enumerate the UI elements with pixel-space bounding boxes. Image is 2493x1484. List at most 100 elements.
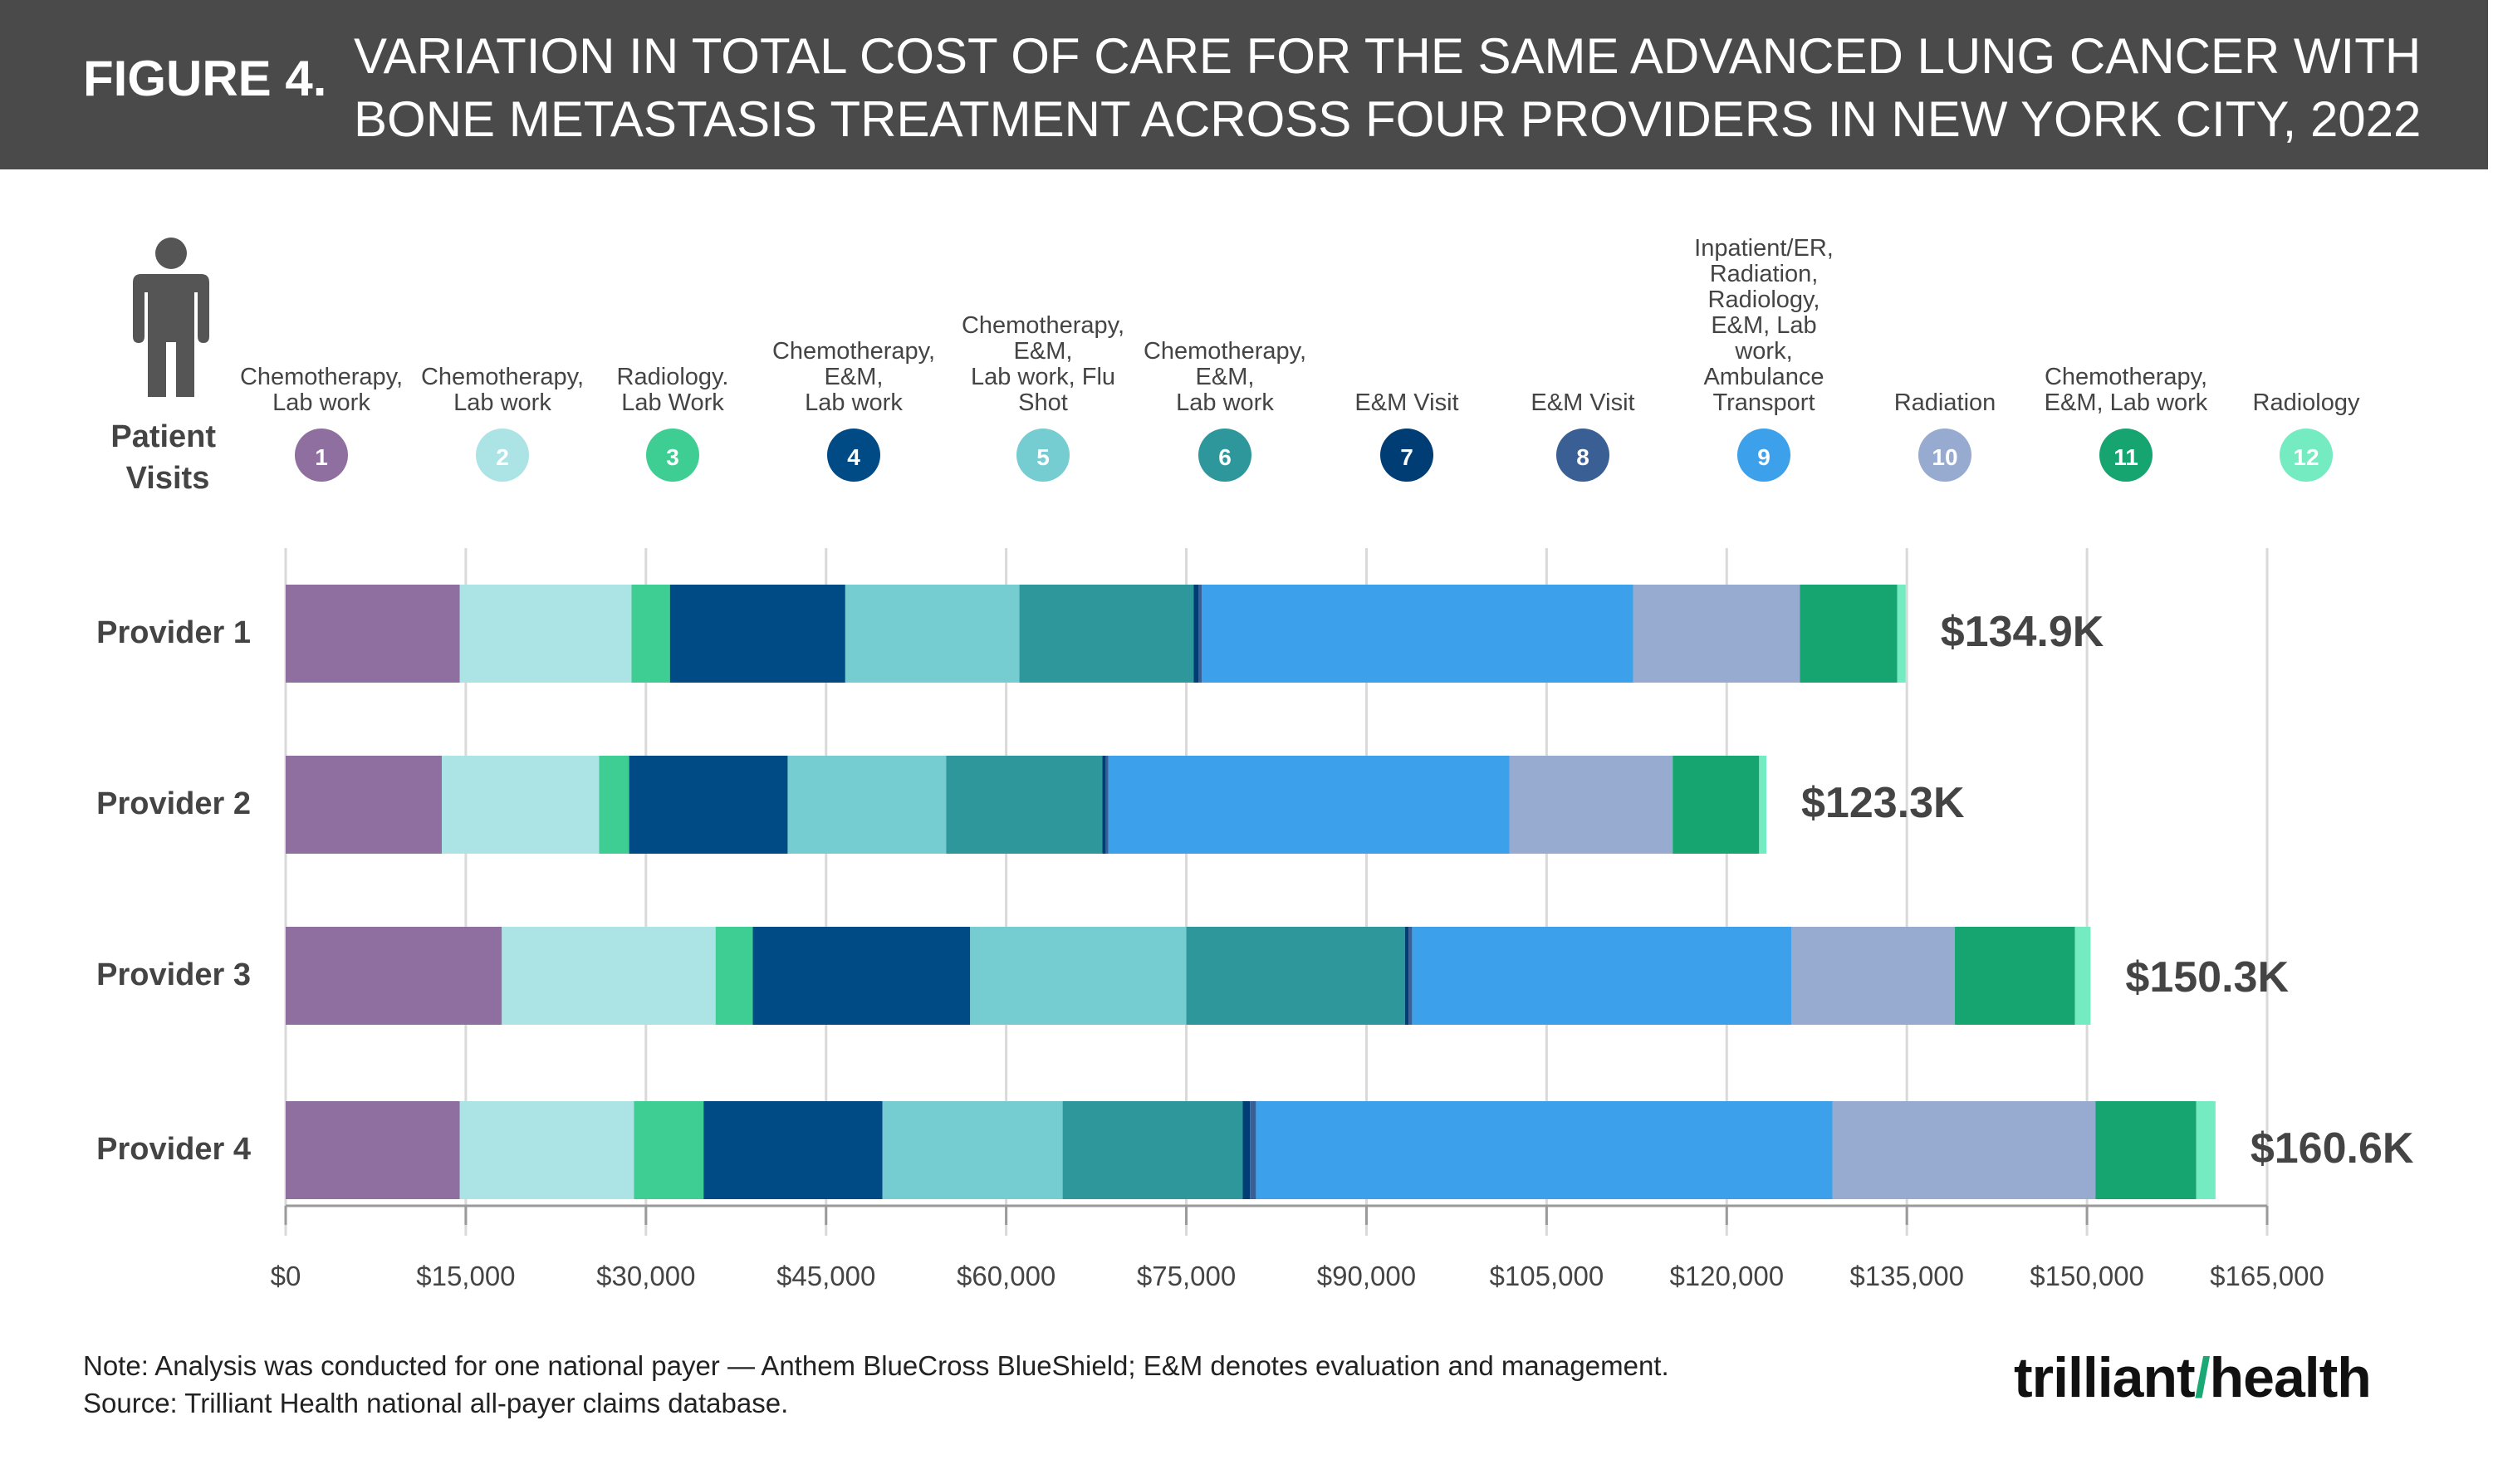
- figure-title: VARIATION IN TOTAL COST OF CARE FOR THE …: [354, 28, 2422, 147]
- visit-marker: [1737, 429, 1790, 482]
- visit-label: E&M Visit: [1354, 389, 1458, 416]
- x-tick-label: $60,000: [957, 1261, 1055, 1291]
- bar-segment: [715, 927, 753, 1025]
- visit-marker: [646, 429, 699, 482]
- bar-segment: [1108, 756, 1510, 854]
- bar-segment: [1955, 927, 2075, 1025]
- chart: Patient Visits $0 $15,000 $30,000 $45,000 $6…: [96, 235, 2414, 1291]
- bar-segment: [1105, 756, 1109, 854]
- visit-label: Chemotherapy, E&M, Lab work: [2045, 364, 2208, 416]
- visit-label: Chemotherapy, Lab work: [240, 364, 403, 416]
- brand-logo: trilliant/health: [2014, 1345, 2372, 1410]
- logo-part2: health: [2209, 1346, 2372, 1409]
- bar-segment: [703, 1101, 883, 1199]
- note-line: Note: Analysis was conducted for one nat…: [83, 1350, 1669, 1381]
- x-tick-label: $15,000: [416, 1261, 515, 1291]
- bar-segment: [1062, 1101, 1243, 1199]
- visit-marker: [827, 429, 880, 482]
- bar-segment: [459, 1101, 634, 1199]
- bar-segment: [1193, 585, 1199, 683]
- visit-label: Radiology: [2253, 389, 2360, 416]
- bar-segment: [631, 585, 670, 683]
- bar-segment: [787, 756, 947, 854]
- visit-marker: [1556, 429, 1609, 482]
- x-tick-label: $75,000: [1137, 1261, 1236, 1291]
- figure-header: FIGURE 4. VARIATION IN TOTAL COST OF CAR…: [0, 0, 2488, 169]
- visit-marker: [2099, 429, 2153, 482]
- visit-label: E&M Visit: [1531, 389, 1634, 416]
- visit-label: Chemotherapy, Lab work: [421, 364, 584, 416]
- labels: Provider 1 $134.9K Provider 2 $123.3K Provid…: [96, 608, 2414, 1173]
- bar-segment: [882, 1101, 1063, 1199]
- bar-segment: [1897, 585, 1906, 683]
- visit-number: 6: [1218, 444, 1232, 470]
- bar-segment: [845, 585, 1020, 683]
- visit-marker: [1016, 429, 1070, 482]
- bar-segment: [1800, 585, 1898, 683]
- bars: [286, 585, 2216, 1199]
- x-tick-label: $30,000: [596, 1261, 695, 1291]
- visit-marker: [295, 429, 348, 482]
- total-label: $160.6K: [2251, 1124, 2414, 1173]
- bar-segment: [441, 756, 600, 854]
- bar-segment: [970, 927, 1187, 1025]
- patient-visits-label: Patient Visits: [110, 419, 224, 496]
- bar-segment: [1186, 927, 1405, 1025]
- x-tick-label: $90,000: [1317, 1261, 1416, 1291]
- bar-segment: [1404, 927, 1409, 1025]
- bar-segment: [2095, 1101, 2197, 1199]
- x-tick-label: $165,000: [2210, 1261, 2324, 1291]
- logo-part1: trilliant: [2014, 1346, 2196, 1409]
- x-tick-label: $45,000: [776, 1261, 875, 1291]
- bar-segment: [2074, 927, 2091, 1025]
- visit-number: 8: [1576, 444, 1589, 470]
- bar-segment: [502, 927, 716, 1025]
- bar-segment: [286, 1101, 460, 1199]
- visit-number: 2: [496, 444, 509, 470]
- bar-segment: [1633, 585, 1800, 683]
- visit-marker: [476, 429, 529, 482]
- visit-label: Radiology. Lab Work: [617, 364, 729, 416]
- x-tick-label: $105,000: [1490, 1261, 1604, 1291]
- bar-segment: [1256, 1101, 1833, 1199]
- visit-marker: [1918, 429, 1971, 482]
- bar-segment: [1198, 585, 1202, 683]
- provider-label: Provider 2: [96, 786, 251, 821]
- bar-segment: [599, 756, 629, 854]
- visit-label: Chemotherapy, E&M, Lab work, Flu Shot: [962, 312, 1124, 416]
- bar-segment: [629, 756, 788, 854]
- bar-segment: [286, 756, 442, 854]
- bar-segment: [1242, 1101, 1251, 1199]
- bar-segment: [1832, 1101, 2096, 1199]
- bar-segment: [1202, 585, 1633, 683]
- x-tick-label: $135,000: [1849, 1261, 1964, 1291]
- provider-label: Provider 4: [96, 1132, 251, 1167]
- visit-number: 7: [1400, 444, 1413, 470]
- visit-label: Inpatient/ER, Radiation, Radiology, E&M, La…: [1694, 235, 1834, 416]
- visit-marker: [2280, 429, 2333, 482]
- source-line: Source: Trilliant Health national all-pa…: [83, 1388, 789, 1418]
- bar-segment: [752, 927, 971, 1025]
- bar-segment: [1759, 756, 1766, 854]
- bar-segment: [286, 585, 460, 683]
- provider-label: Provider 3: [96, 957, 251, 992]
- visit-marker: [1380, 429, 1433, 482]
- bar-segment: [1673, 756, 1760, 854]
- bar-segment: [2196, 1101, 2216, 1199]
- total-label: $150.3K: [2125, 953, 2289, 1002]
- x-tick-label: $150,000: [2030, 1261, 2144, 1291]
- bar-segment: [459, 585, 632, 683]
- bar-segment: [1408, 927, 1413, 1025]
- x-tick-label: $0: [271, 1261, 301, 1291]
- visit-number: 11: [2113, 444, 2138, 470]
- bar-segment: [1509, 756, 1673, 854]
- bar-segment: [669, 585, 845, 683]
- visit-number: 12: [2293, 444, 2319, 470]
- bar-segment: [634, 1101, 704, 1199]
- bar-segment: [946, 756, 1103, 854]
- visit-number: 3: [666, 444, 679, 470]
- visit-marker: [1198, 429, 1251, 482]
- figure-label: FIGURE 4.: [83, 51, 327, 106]
- visit-label: Radiation: [1894, 389, 1996, 416]
- bar-segment: [1412, 927, 1792, 1025]
